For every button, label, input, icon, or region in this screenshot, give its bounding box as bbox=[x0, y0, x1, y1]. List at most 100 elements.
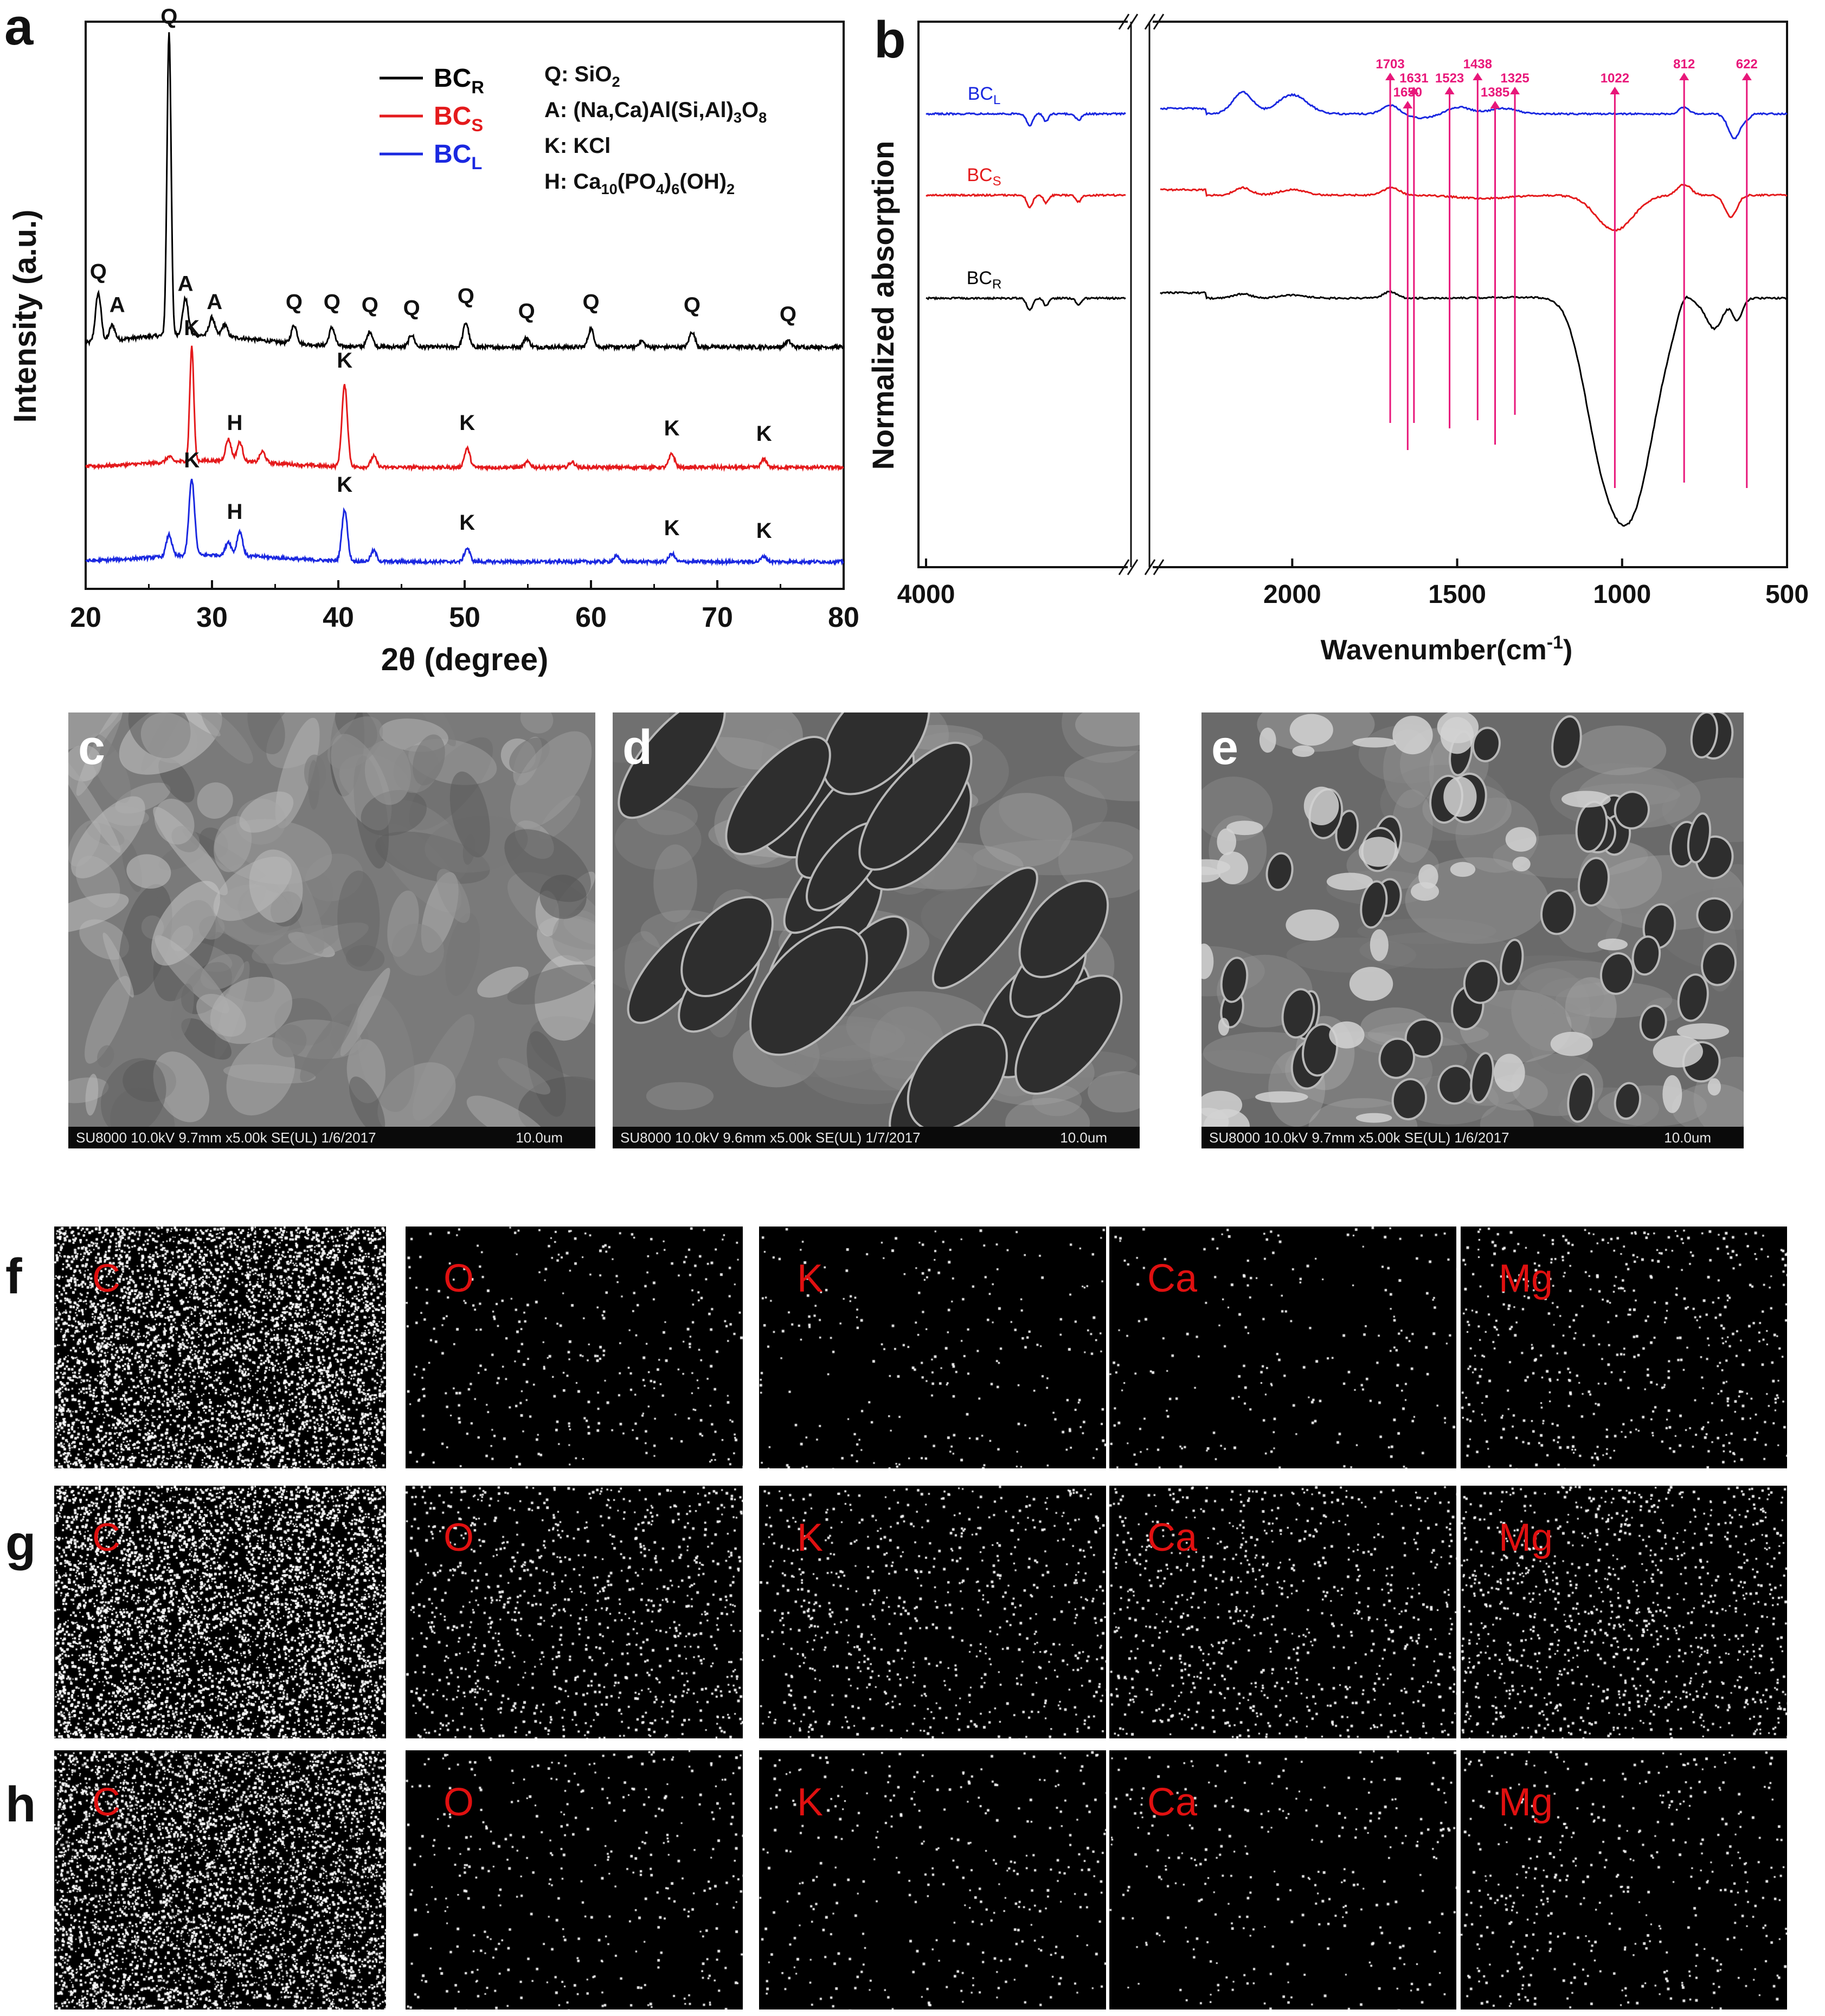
sem-texture bbox=[68, 893, 129, 934]
peak-marker-label: 1523 bbox=[1435, 71, 1464, 86]
peak-annotation: A bbox=[207, 290, 222, 314]
phase-key-entry: K: KCl bbox=[544, 134, 611, 158]
series-label: BCL bbox=[968, 84, 1001, 107]
sem-particle bbox=[1217, 851, 1249, 884]
ftir-line-right-l bbox=[1160, 91, 1788, 139]
sem-texture bbox=[973, 839, 1133, 876]
sem-texture bbox=[197, 782, 233, 819]
element-label: Mg bbox=[1499, 1781, 1553, 1824]
sem-pore bbox=[1540, 889, 1576, 935]
sem-pore bbox=[1687, 812, 1712, 864]
sem-texture bbox=[552, 910, 595, 962]
sem-pore bbox=[1701, 942, 1737, 986]
sem-texture bbox=[300, 1003, 358, 1082]
xrd-chart: 20 30 40 50 60 70 80 2θ (degree) Intensity (a.u.… bbox=[8, 5, 859, 677]
sem-particle bbox=[1392, 716, 1433, 755]
element-label: Ca bbox=[1147, 1516, 1198, 1559]
sem-particle bbox=[1286, 909, 1339, 941]
peak-marker-arrow bbox=[1679, 73, 1689, 80]
sem-texture bbox=[1064, 750, 1140, 801]
peak-annotation: Q bbox=[324, 290, 340, 314]
peak-annotation: K bbox=[664, 516, 680, 540]
peak-annotation: K bbox=[664, 416, 680, 440]
sem-particle bbox=[1597, 938, 1628, 951]
sem-texture bbox=[327, 716, 383, 769]
legend-entry: BCR bbox=[434, 64, 484, 97]
sem-texture bbox=[1565, 977, 1617, 1039]
sem-texture bbox=[247, 712, 285, 754]
x-tick-label: 4000 bbox=[897, 580, 955, 609]
eds-dot-map bbox=[1109, 1227, 1456, 1468]
sem-texture bbox=[391, 923, 444, 976]
sem-pore bbox=[749, 926, 868, 1056]
sem-info-bar: SU8000 10.0kV 9.7mm x5.00k SE(UL) 1/6/20… bbox=[1201, 1127, 1744, 1148]
sem-texture bbox=[1405, 857, 1548, 944]
peak-annotation: Q bbox=[362, 293, 378, 317]
sem-texture bbox=[445, 913, 480, 996]
sem-particle bbox=[1450, 862, 1476, 877]
element-label: K bbox=[797, 1781, 824, 1824]
sem-texture bbox=[1511, 968, 1591, 1051]
sem-particle bbox=[1561, 791, 1611, 808]
x-tick-label: 70 bbox=[702, 602, 733, 633]
eds-dot-map bbox=[54, 1750, 386, 2009]
sem-texture bbox=[539, 875, 587, 919]
sem-pore bbox=[1500, 939, 1524, 985]
sem-texture bbox=[1572, 725, 1667, 775]
peak-marker-label: 1325 bbox=[1500, 71, 1529, 86]
eds-map-g-c: C bbox=[54, 1486, 386, 1738]
eds-map-f-k: K bbox=[759, 1227, 1106, 1468]
sem-texture bbox=[526, 1031, 566, 1117]
eds-map-f-ca: Ca bbox=[1109, 1227, 1456, 1468]
eds-dot-map bbox=[759, 1486, 1106, 1738]
eds-dot-map bbox=[759, 1227, 1106, 1468]
y-axis-label: Intensity (a.u.) bbox=[8, 209, 43, 422]
series-label: BCR bbox=[967, 268, 1002, 292]
sem-particle bbox=[1550, 1031, 1593, 1056]
phase-key-entry: Q: SiO2 bbox=[544, 62, 620, 90]
sem-texture bbox=[100, 1058, 166, 1135]
eds-dot-map bbox=[1109, 1750, 1456, 2009]
sem-particle bbox=[1289, 714, 1333, 746]
sem-texture bbox=[68, 712, 122, 753]
peak-marker-arrow bbox=[1409, 87, 1419, 94]
sem-pore bbox=[1018, 879, 1109, 978]
x-tick-label: 60 bbox=[575, 602, 607, 633]
sem-particle bbox=[1359, 837, 1398, 867]
x-tick-label: 20 bbox=[70, 602, 101, 633]
sem-texture bbox=[1460, 990, 1572, 1063]
sem-pore bbox=[1471, 727, 1501, 762]
sem-pore bbox=[821, 712, 930, 795]
peak-marker-arrow bbox=[1403, 101, 1413, 108]
sem-texture bbox=[1075, 712, 1140, 747]
sem-texture bbox=[337, 870, 380, 967]
sem-texture bbox=[1088, 1071, 1140, 1113]
sem-pore bbox=[1599, 952, 1635, 995]
eds-map-h-mg: Mg bbox=[1461, 1750, 1787, 2009]
sem-particle bbox=[1226, 820, 1263, 836]
sem-pore bbox=[1265, 852, 1294, 891]
sem-scale-label: 10.0um bbox=[516, 1129, 563, 1146]
peak-marker-arrow bbox=[1742, 73, 1752, 80]
peak-marker-label: 1438 bbox=[1463, 57, 1492, 72]
eds-map-g-mg: Mg bbox=[1461, 1486, 1787, 1738]
sem-texture bbox=[1555, 981, 1673, 1018]
eds-dot-map bbox=[759, 1750, 1106, 2009]
sem-texture bbox=[1672, 1083, 1744, 1134]
sem-pore bbox=[858, 741, 973, 871]
x-tick-label: 2000 bbox=[1263, 580, 1321, 609]
sem-texture bbox=[304, 754, 326, 792]
sem-texture bbox=[1357, 918, 1496, 944]
eds-map-f-mg: Mg bbox=[1461, 1227, 1787, 1468]
sem-particle bbox=[1218, 1018, 1230, 1036]
panel-label-f: f bbox=[5, 1249, 22, 1304]
sem-pore bbox=[1614, 791, 1650, 830]
eds-map-h-o: O bbox=[406, 1750, 743, 2009]
panel-label-g: g bbox=[5, 1516, 36, 1571]
sem-texture bbox=[507, 964, 595, 1005]
sem-texture bbox=[170, 983, 194, 1041]
legend-entry: BCL bbox=[434, 140, 482, 173]
element-label: C bbox=[92, 1516, 120, 1559]
sem-texture bbox=[646, 1082, 714, 1110]
sem-texture bbox=[999, 776, 1108, 841]
